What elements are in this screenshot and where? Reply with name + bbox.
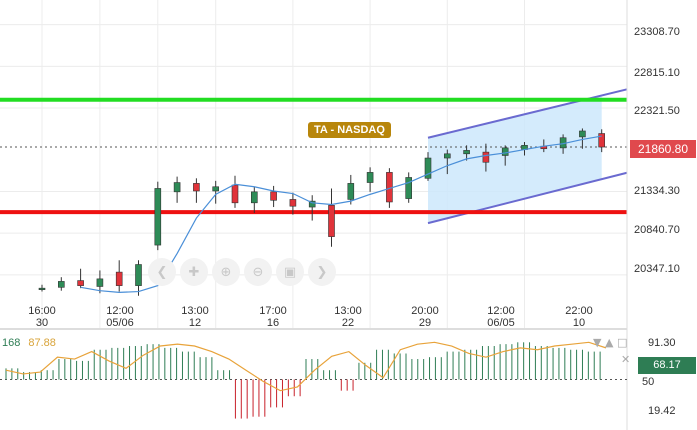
candle [482, 143, 490, 172]
candle [135, 260, 142, 296]
candle [308, 195, 316, 221]
zoom-in-icon[interactable]: ⊕ [212, 258, 240, 286]
x-label: 16:00 30 [28, 305, 56, 329]
zoom-out-icon[interactable]: ⊖ [244, 258, 272, 286]
candle [424, 152, 432, 181]
candle-body [289, 199, 297, 207]
price-tick: 23308.70 [634, 26, 680, 38]
x-label: 12:00 06/05 [487, 305, 515, 329]
candle [193, 178, 200, 203]
candle [289, 192, 297, 215]
osc-tick: 19.42 [648, 405, 676, 417]
instrument-tag: TA - NASDAQ [308, 122, 391, 138]
candle [154, 181, 162, 251]
candle-body [251, 191, 258, 204]
osc-legend-value: 87.88 [28, 337, 56, 349]
oscillator-legend: 168 87.88 [2, 337, 64, 349]
candle-body [598, 133, 606, 148]
osc-legend-value: 168 [2, 337, 21, 349]
candle-body [38, 287, 46, 290]
price-tick: 20840.70 [634, 224, 680, 236]
candle [270, 185, 277, 208]
candle [463, 145, 470, 161]
osc-tick: 50 [642, 376, 655, 388]
price-tick: 22815.10 [634, 67, 680, 79]
last-price-label: 21860.80 [630, 140, 696, 158]
close-icon[interactable]: ✕ [621, 353, 631, 366]
candle-body [115, 271, 123, 286]
candle [443, 149, 451, 175]
candle [96, 270, 104, 294]
candle-body [57, 281, 65, 288]
candle-body [482, 151, 490, 163]
candle-body [154, 188, 162, 246]
x-label: 12:00 05/06 [106, 305, 134, 329]
candle-body [366, 172, 374, 183]
candle-body [347, 183, 355, 200]
candle-body [328, 205, 335, 237]
candle-body [135, 264, 142, 286]
candle [77, 268, 84, 289]
candle [501, 145, 509, 166]
candle-body [579, 130, 586, 138]
candle [366, 167, 374, 192]
candle-body [501, 147, 509, 156]
candle-body [443, 153, 451, 159]
price-channel [427, 88, 628, 225]
oscillator-panel [0, 341, 627, 419]
maximize-icon[interactable]: □ [617, 336, 628, 349]
candle-body [96, 278, 104, 287]
chevron-down-icon[interactable]: ▼ [593, 336, 602, 349]
candles [38, 128, 606, 296]
candle [347, 174, 355, 205]
chart-navigation: ❮ ✚ ⊕ ⊖ ▣ ❯ [148, 258, 336, 286]
channel-lower-line [427, 171, 628, 225]
price-tick: 22321.50 [634, 105, 680, 117]
candle [579, 128, 586, 149]
candle-body [424, 157, 432, 179]
x-label: 13:00 12 [181, 305, 209, 329]
candle-body [77, 280, 84, 286]
candle-body [405, 177, 413, 199]
candle [598, 129, 606, 153]
fit-icon[interactable]: ▣ [276, 258, 304, 286]
horizontal-levels [0, 97, 627, 215]
price-tick: 20347.10 [634, 263, 680, 275]
candle-body [463, 150, 470, 155]
candle-body [231, 184, 239, 204]
candle-body [270, 191, 277, 201]
candle-body [173, 182, 181, 193]
x-label: 17:00 16 [259, 305, 287, 329]
candle [328, 188, 335, 247]
candle-body [308, 200, 316, 208]
pan-icon[interactable]: ✚ [180, 258, 208, 286]
candle [57, 277, 65, 291]
chevron-up-icon[interactable]: ▲ [605, 336, 614, 349]
candle [212, 180, 219, 204]
candle-body [212, 186, 219, 192]
x-label: 20:00 29 [411, 305, 439, 329]
channel-fill [428, 95, 602, 224]
candle [251, 186, 258, 213]
candle [405, 172, 413, 203]
candle [173, 176, 181, 203]
osc-line [5, 341, 607, 392]
candle [115, 260, 123, 292]
x-label: 13:00 22 [334, 305, 362, 329]
candle-body [193, 183, 200, 192]
x-label: 22:00 10 [565, 305, 593, 329]
channel-upper-line [427, 88, 628, 139]
price-tick: 21334.30 [634, 185, 680, 197]
candle [231, 175, 239, 208]
scroll-right-icon[interactable]: ❯ [308, 258, 336, 286]
osc-tick: 91.30 [648, 337, 676, 349]
oscillator-value-label: 68.17 [638, 357, 696, 374]
candle [38, 284, 46, 292]
scroll-left-icon[interactable]: ❮ [148, 258, 176, 286]
